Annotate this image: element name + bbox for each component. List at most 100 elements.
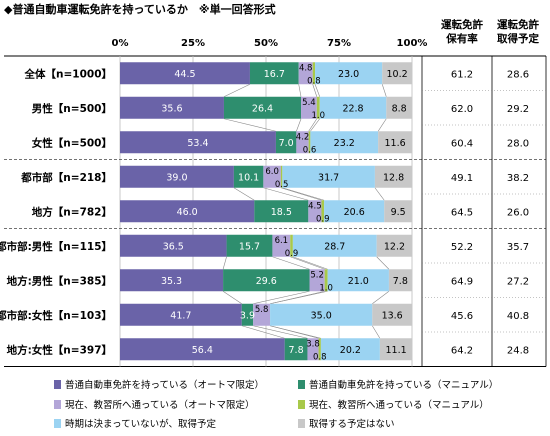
category-label: 都市部:女性【n=103】 bbox=[0, 309, 112, 322]
data-label: 1.0 bbox=[312, 111, 326, 121]
legend: 普通自動車免許を持っている（オートマ限定） 普通自動車免許を持っている（マニュアル… bbox=[54, 379, 498, 430]
connector-line bbox=[372, 291, 390, 304]
connector-line bbox=[222, 291, 242, 304]
legend-swatch bbox=[298, 400, 305, 409]
data-label: 9.5 bbox=[391, 207, 406, 218]
summary-value: 29.2 bbox=[507, 104, 529, 115]
bar-segment bbox=[272, 234, 291, 257]
bar-segment bbox=[290, 234, 293, 257]
legend-swatch bbox=[54, 380, 61, 389]
legend-swatch bbox=[54, 419, 61, 428]
connector-line bbox=[233, 187, 255, 201]
data-label: 0.5 bbox=[275, 180, 289, 190]
bar-segment bbox=[120, 269, 224, 292]
bar-segment bbox=[308, 200, 322, 223]
summary-value: 28.0 bbox=[507, 138, 529, 149]
bar-segment bbox=[307, 338, 319, 361]
bar-segment bbox=[282, 165, 375, 188]
data-label: 12.2 bbox=[384, 241, 405, 252]
data-label: 0.9 bbox=[285, 249, 299, 259]
connector-line bbox=[374, 187, 385, 201]
bar-segment bbox=[120, 234, 227, 257]
bar-segment bbox=[382, 62, 412, 85]
bar-segment bbox=[263, 165, 281, 188]
summary-value: 27.2 bbox=[507, 276, 529, 287]
data-label: 7.0 bbox=[279, 138, 294, 149]
bar-segment bbox=[318, 338, 321, 361]
data-label: 0.8 bbox=[307, 76, 321, 86]
bar-segment bbox=[388, 269, 412, 292]
data-label: 23.2 bbox=[334, 138, 355, 149]
bar-segment bbox=[120, 303, 242, 326]
bar-segment bbox=[226, 234, 273, 257]
category-label: 女性【n=500】 bbox=[32, 136, 112, 149]
bar-segment bbox=[319, 96, 387, 119]
bar-segment bbox=[253, 303, 271, 326]
bar-segment bbox=[298, 62, 313, 85]
summary-value: 64.9 bbox=[451, 276, 473, 287]
category-label: 全体【n=1000】 bbox=[24, 67, 113, 80]
data-label: 5.4 bbox=[302, 98, 316, 108]
connector-line bbox=[376, 256, 390, 270]
bar-segment bbox=[372, 303, 412, 326]
data-label: 0.6 bbox=[303, 145, 317, 155]
bar-segment bbox=[324, 200, 385, 223]
bar-segment bbox=[223, 269, 310, 292]
connector-line bbox=[223, 83, 251, 98]
data-label: 0.8 bbox=[313, 352, 327, 362]
data-label: 23.0 bbox=[338, 69, 359, 80]
connector-line bbox=[308, 118, 318, 132]
summary-header: 運転免許 bbox=[441, 18, 483, 31]
data-label: 35.0 bbox=[311, 310, 332, 321]
connector-line bbox=[290, 256, 325, 270]
data-label: 10.2 bbox=[387, 69, 408, 80]
summary-value: 38.2 bbox=[507, 173, 529, 184]
bar-segment bbox=[316, 96, 320, 119]
data-label: 20.6 bbox=[344, 207, 365, 218]
summary-value: 64.5 bbox=[451, 207, 473, 218]
bars-layer bbox=[120, 62, 413, 361]
data-label: 53.4 bbox=[187, 138, 208, 149]
data-label: 10.1 bbox=[238, 172, 259, 183]
data-label: 7.8 bbox=[393, 276, 408, 287]
data-label: 16.7 bbox=[264, 69, 285, 80]
data-label: 46.0 bbox=[177, 207, 198, 218]
legend-label: 普通自動車免許を持っている（オートマ限定） bbox=[65, 379, 264, 391]
data-label: 44.5 bbox=[174, 69, 195, 80]
data-label: 5.2 bbox=[310, 270, 324, 280]
data-label: 7.8 bbox=[289, 345, 304, 356]
data-label: 35.6 bbox=[161, 103, 182, 114]
x-tick-label: 100% bbox=[397, 38, 428, 49]
summary-value: 26.0 bbox=[507, 207, 529, 218]
connector-line bbox=[223, 118, 276, 132]
connector-line bbox=[310, 118, 320, 132]
x-tick-label: 75% bbox=[327, 38, 351, 49]
data-label: 39.0 bbox=[166, 172, 187, 183]
legend-label: 現在、教習所へ通っている（オートマ限定） bbox=[65, 399, 255, 411]
connector-line bbox=[292, 256, 328, 270]
bar-segment bbox=[301, 96, 317, 119]
chart-title: ◆普通自動車運転免許を持っているか ※単一回答形式 bbox=[4, 2, 276, 16]
category-label: 男性【n=500】 bbox=[32, 102, 112, 115]
summary-value: 24.8 bbox=[507, 345, 529, 356]
data-label: 13.6 bbox=[382, 310, 403, 321]
connector-line bbox=[270, 290, 328, 305]
legend-label: 現在、教習所へ通っている（マニュアル） bbox=[309, 399, 489, 411]
data-label: 29.6 bbox=[256, 276, 277, 287]
bar-segment bbox=[280, 165, 283, 188]
bar-segment bbox=[120, 200, 255, 223]
category-label: 都市部【n=218】 bbox=[20, 171, 112, 184]
summary-value: 60.4 bbox=[451, 138, 473, 149]
summary-header: 保有率 bbox=[445, 32, 478, 45]
bar-segment bbox=[312, 62, 316, 85]
data-label: 15.7 bbox=[239, 241, 260, 252]
data-label: 28.7 bbox=[324, 241, 345, 252]
connector-line bbox=[263, 187, 309, 201]
x-tick-label: 0% bbox=[112, 38, 129, 49]
summary-value: 45.6 bbox=[451, 311, 473, 322]
category-label: 地方:男性【n=385】 bbox=[7, 274, 112, 287]
data-label: 5.8 bbox=[255, 305, 269, 315]
data-label: 12.8 bbox=[383, 172, 404, 183]
summary-header: 運転免許 bbox=[497, 18, 539, 31]
